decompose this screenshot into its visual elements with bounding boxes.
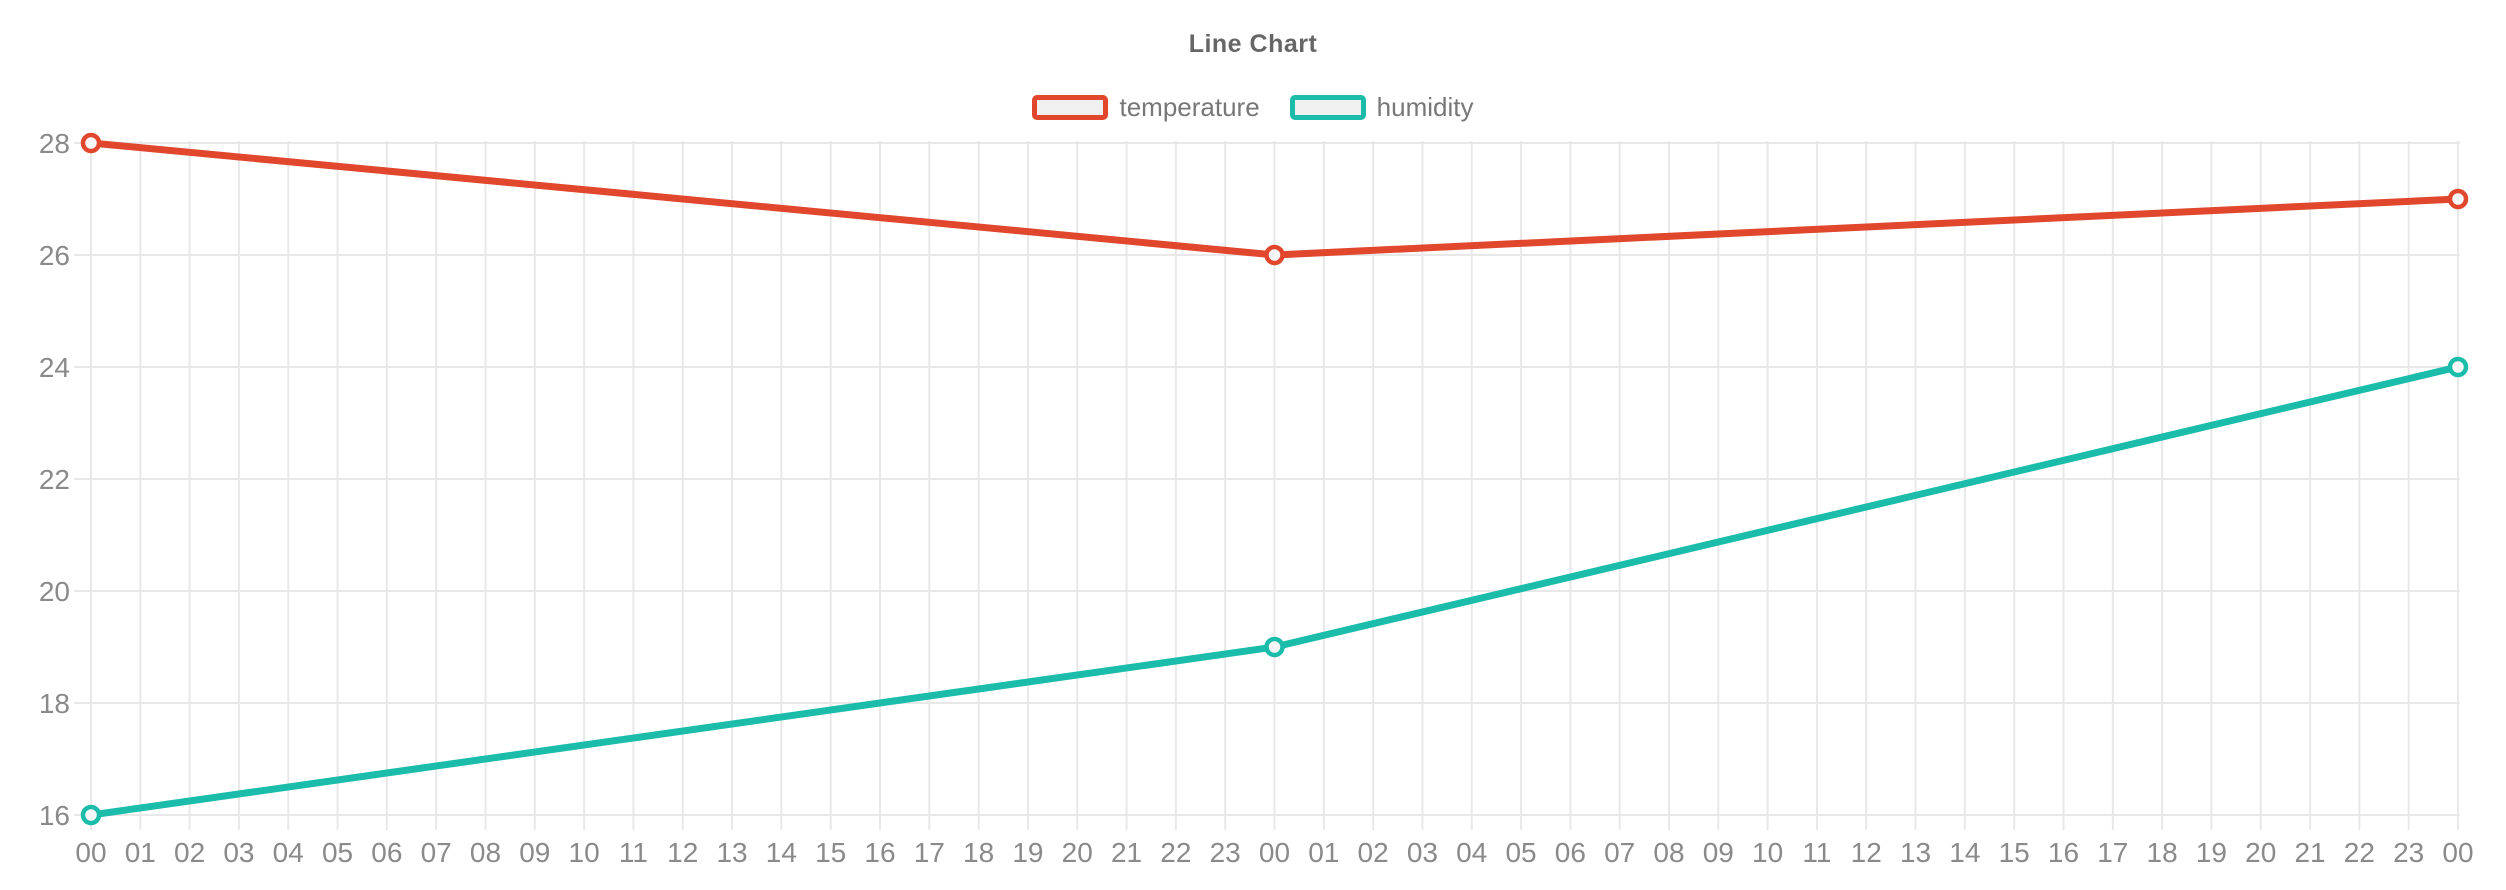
x-axis-tick-label: 10 (1752, 837, 1783, 868)
x-axis-tick-label: 18 (963, 837, 994, 868)
x-axis-tick-label: 18 (2147, 837, 2178, 868)
x-axis-tick-label: 03 (1407, 837, 1438, 868)
x-axis-tick-label: 08 (1653, 837, 1684, 868)
x-axis-tick-label: 00 (75, 837, 106, 868)
x-axis-tick-label: 04 (1456, 837, 1487, 868)
y-axis-tick-label: 26 (39, 240, 70, 271)
legend-swatch-icon (1032, 95, 1109, 120)
data-point-temperature[interactable] (80, 132, 102, 154)
data-point-humidity[interactable] (1264, 636, 1285, 658)
x-axis-tick-label: 16 (864, 837, 895, 868)
x-axis-tick-label: 05 (1505, 837, 1536, 868)
chart-title: Line Chart (1188, 30, 1318, 58)
x-axis-tick-label: 23 (1210, 837, 1241, 868)
x-axis-tick-label: 07 (1604, 837, 1635, 868)
x-axis-tick-label: 17 (914, 837, 945, 868)
y-axis-tick-label: 16 (39, 800, 70, 831)
x-axis-tick-label: 09 (519, 837, 550, 868)
x-axis-tick-label: 12 (667, 837, 698, 868)
x-axis-tick-label: 11 (1802, 837, 1831, 868)
x-axis-tick-label: 21 (1111, 837, 1142, 868)
x-axis-tick-label: 12 (1851, 837, 1882, 868)
data-point-temperature[interactable] (1264, 244, 1285, 266)
x-axis-tick-label: 03 (223, 837, 254, 868)
x-axis-tick-label: 13 (716, 837, 747, 868)
y-axis-tick-label: 28 (39, 128, 70, 159)
x-axis-tick-label: 10 (569, 837, 600, 868)
legend-label: temperature (1119, 92, 1260, 122)
x-axis-tick-label: 15 (815, 837, 846, 868)
x-axis-tick-label: 17 (2097, 837, 2128, 868)
x-axis-tick-label: 02 (174, 837, 205, 868)
x-axis-tick-label: 04 (273, 837, 304, 868)
x-axis-tick-label: 16 (2048, 837, 2079, 868)
x-axis-tick-label: 22 (2344, 837, 2375, 868)
x-axis-tick-label: 06 (371, 837, 402, 868)
x-axis-tick-label: 21 (2294, 837, 2325, 868)
x-axis-tick-label: 19 (1012, 837, 1043, 868)
x-axis-tick-label: 07 (421, 837, 452, 868)
x-axis-tick-label: 14 (1949, 837, 1980, 868)
y-axis-tick-label: 22 (39, 464, 70, 495)
x-axis-tick-label: 02 (1358, 837, 1389, 868)
x-axis-tick-label: 01 (1308, 837, 1339, 868)
x-axis-tick-label: 00 (1259, 837, 1290, 868)
x-axis-tick-label: 01 (125, 837, 156, 868)
x-axis-tick-label: 09 (1703, 837, 1734, 868)
x-axis-tick-label: 19 (2196, 837, 2227, 868)
legend-label: humidity (1376, 92, 1474, 122)
x-axis-tick-label: 23 (2393, 837, 2424, 868)
x-axis-tick-label: 00 (2442, 837, 2473, 868)
chart-legend: temperature humidity (0, 92, 2506, 123)
legend-item-temperature[interactable]: temperature (1032, 92, 1260, 123)
x-axis-tick-label: 15 (1999, 837, 2030, 868)
y-axis-tick-label: 24 (39, 352, 70, 383)
x-axis-tick-label: 20 (1062, 837, 1093, 868)
data-point-temperature[interactable] (2447, 188, 2469, 210)
x-axis-tick-label: 11 (619, 837, 648, 868)
data-point-humidity[interactable] (2447, 356, 2469, 378)
x-axis-tick-label: 05 (322, 837, 353, 868)
x-axis-tick-label: 13 (1900, 837, 1931, 868)
legend-swatch-icon (1289, 95, 1366, 120)
x-axis-tick-label: 06 (1555, 837, 1586, 868)
x-axis-tick-label: 08 (470, 837, 501, 868)
x-axis-tick-label: 20 (2245, 837, 2276, 868)
legend-item-humidity[interactable]: humidity (1289, 92, 1474, 123)
y-axis-tick-label: 20 (39, 576, 70, 607)
x-axis-tick-label: 22 (1160, 837, 1191, 868)
data-point-humidity[interactable] (80, 804, 102, 826)
x-axis-tick-label: 14 (766, 837, 797, 868)
y-axis-tick-label: 18 (39, 688, 70, 719)
